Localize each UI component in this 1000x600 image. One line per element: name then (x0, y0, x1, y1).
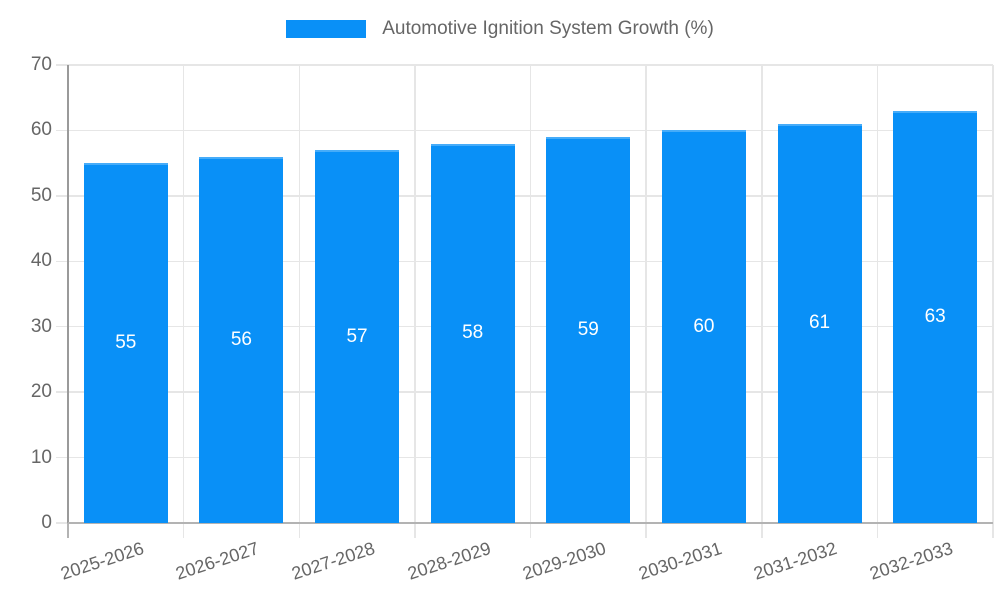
bar[interactable] (430, 143, 515, 523)
x-tick (298, 523, 300, 538)
y-tick (56, 325, 68, 328)
x-axis-tick-label: 2028-2029 (404, 538, 493, 584)
y-tick (56, 260, 68, 263)
legend[interactable]: Automotive Ignition System Growth (%) (0, 18, 1000, 40)
y-axis-tick-label: 0 (41, 512, 52, 533)
x-tick (529, 523, 532, 538)
x-axis-tick-label: 2029-2030 (520, 538, 609, 584)
gridline-vertical (761, 65, 763, 523)
x-tick (992, 523, 994, 538)
y-tick (56, 64, 68, 66)
y-tick (56, 391, 68, 393)
gridline-vertical (414, 65, 416, 523)
gridline-vertical (298, 65, 300, 523)
bar[interactable] (546, 136, 631, 523)
plot-area: 55 56 57 58 59 60 61 63 (56, 64, 994, 538)
y-axis-tick-label: 60 (30, 119, 52, 141)
y-tick (56, 195, 68, 197)
gridline-vertical (876, 65, 879, 523)
bar[interactable] (199, 156, 284, 523)
x-tick (414, 523, 416, 538)
legend-swatch[interactable] (286, 20, 367, 38)
gridline-vertical (529, 65, 532, 523)
x-axis-line (68, 522, 993, 524)
y-axis-tick-label: 20 (30, 381, 52, 403)
y-tick (56, 522, 68, 524)
x-axis-tick-label: 2030-2031 (636, 538, 725, 584)
y-axis-line (67, 65, 69, 523)
x-axis-tick-label: 2031-2032 (751, 538, 840, 584)
x-tick (182, 523, 185, 538)
y-axis-tick-label: 10 (30, 446, 52, 468)
gridline-vertical (645, 65, 647, 523)
x-tick (645, 523, 647, 538)
x-axis-tick-label: 2025-2026 (57, 538, 146, 584)
x-axis-tick-label: 2026-2027 (173, 538, 262, 584)
x-tick (67, 523, 69, 538)
x-tick (761, 523, 763, 538)
x-axis-tick-label: 2027-2028 (289, 538, 378, 584)
gridline-vertical (182, 65, 185, 523)
y-axis-tick-label: 50 (30, 184, 52, 206)
bar[interactable] (893, 110, 978, 523)
gridline-vertical (992, 65, 994, 523)
legend-label[interactable]: Automotive Ignition System Growth (%) (382, 18, 714, 39)
x-tick (876, 523, 879, 538)
y-tick (56, 456, 68, 459)
y-tick (56, 129, 68, 132)
y-axis-tick-label: 40 (30, 250, 52, 272)
bar[interactable] (315, 150, 400, 523)
y-axis-tick-label: 70 (30, 54, 52, 75)
x-axis-tick-label: 2032-2033 (867, 538, 956, 584)
bar[interactable] (661, 130, 746, 523)
y-axis-tick-label: 30 (30, 315, 52, 337)
bar[interactable] (83, 163, 168, 523)
bar[interactable] (777, 123, 862, 523)
